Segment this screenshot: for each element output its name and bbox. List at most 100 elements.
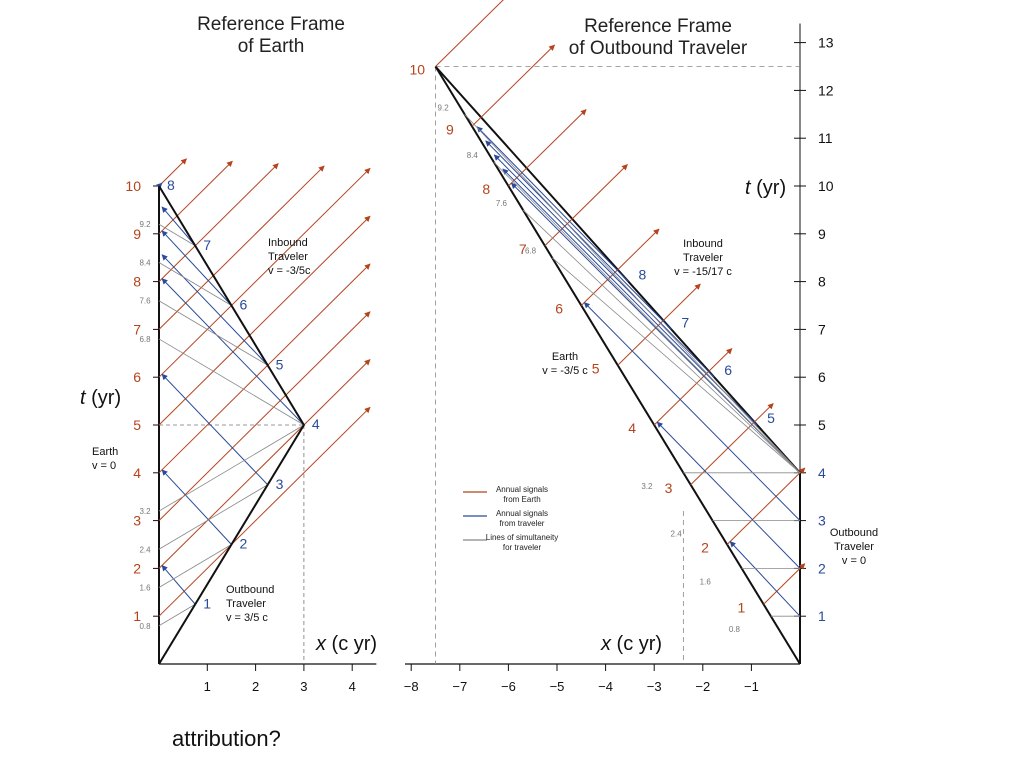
right-simultaneity-line: [551, 257, 801, 474]
left-traveler-year-label: 1: [203, 595, 211, 611]
right-earth-year-label: 4: [628, 420, 636, 436]
left-traveler-signal: [161, 373, 269, 486]
right-earth-signal: [690, 403, 774, 486]
right-legend-text: from traveler: [500, 519, 545, 528]
left-simultaneity-line: [158, 338, 305, 426]
right-simultaneity-label: 7.6: [496, 199, 508, 208]
left-traveler-signal: [161, 254, 269, 366]
right-t-tick-label: 7: [818, 321, 826, 337]
right-simultaneity-line: [522, 209, 801, 474]
right-title-line1: Reference Frame: [584, 16, 732, 37]
left-earth-signal: [158, 158, 187, 187]
right-earth-label: v = -3/5 c: [542, 365, 588, 377]
right-t-tick-label: 6: [818, 369, 826, 385]
right-simultaneity-label: 1.6: [700, 577, 712, 586]
left-traveler-signal: [161, 469, 232, 545]
right-x-tick-label: −6: [501, 679, 516, 694]
left-t-axis-italic: t: [80, 387, 87, 409]
right-simultaneity-label: 8.4: [467, 151, 479, 160]
right-traveler-signal: [583, 302, 801, 521]
left-earth-signal: [158, 215, 371, 426]
left-inbound-label: v = -3/5c: [268, 265, 311, 277]
right-traveler-year-label: 6: [724, 362, 732, 378]
right-simultaneity-label: 0.8: [729, 625, 741, 634]
right-outbound-label: Outbound: [830, 527, 878, 539]
left-earth-signal: [158, 165, 325, 330]
right-t-tick-label: 1: [818, 608, 826, 624]
right-earth-signal: [617, 283, 701, 366]
left-simultaneity-line: [158, 223, 196, 247]
left-earth-signal: [158, 167, 371, 378]
right-traveler-signal: [485, 140, 672, 330]
left-panel-title: Reference Frame of Earth: [176, 14, 366, 58]
right-simultaneity-label: 2.4: [671, 530, 683, 539]
attribution-text: attribution?: [172, 726, 281, 751]
right-earth-year-label: 2: [701, 540, 709, 556]
left-earth-signal: [158, 163, 279, 282]
left-earth-signal: [158, 160, 233, 235]
right-x-tick-label: −8: [404, 679, 419, 694]
left-title-line1: Reference Frame: [197, 14, 345, 35]
right-earth-year-label: 1: [738, 599, 746, 615]
left-title-line2: of Earth: [237, 36, 305, 57]
right-t-axis-label: t (yr): [745, 177, 786, 199]
right-t-tick-label: 9: [818, 226, 826, 242]
left-inbound-label: Inbound: [268, 237, 308, 249]
right-earth-year-label: 3: [665, 480, 673, 496]
right-earth-signal: [653, 348, 733, 426]
left-simultaneity-line: [158, 262, 232, 306]
left-simultaneity-line: [158, 603, 196, 627]
left-x-axis-unit: (c yr): [326, 633, 377, 655]
left-traveler-year-label: 7: [203, 237, 211, 253]
left-x-axis-italic: x: [315, 633, 327, 655]
right-x-axis-unit: (c yr): [611, 633, 662, 655]
left-earth-year-label: 2: [133, 560, 141, 576]
right-x-tick-label: −2: [695, 679, 710, 694]
right-x-tick-label: −5: [550, 679, 565, 694]
right-inbound-label: Inbound: [683, 238, 723, 250]
right-legend-text: from Earth: [503, 495, 540, 504]
right-t-tick-label: 11: [818, 130, 833, 146]
left-earth-year-label: 1: [133, 608, 141, 624]
right-inbound-label: v = -15/17 c: [674, 266, 732, 278]
right-t-tick-label: 2: [818, 560, 826, 576]
right-traveler-signal: [493, 154, 715, 378]
left-t-axis-unit: (yr): [86, 387, 122, 409]
left-simultaneity-label: 7.6: [139, 297, 151, 306]
left-inbound-label: Traveler: [268, 251, 308, 263]
right-earth-year-label: 5: [592, 360, 600, 376]
right-earth-label: Earth: [552, 351, 578, 363]
right-earth-year-label: 9: [446, 121, 454, 137]
right-x-tick-label: −1: [744, 679, 759, 694]
right-t-tick-label: 12: [818, 82, 834, 98]
left-earth-year-label: 4: [133, 465, 141, 481]
left-earth-year-label: 7: [133, 321, 141, 337]
left-earth-year-label: 6: [133, 369, 141, 385]
left-simultaneity-line: [158, 300, 268, 366]
right-t-tick-label: 4: [818, 465, 826, 481]
left-earth-year-label: 8: [133, 274, 141, 290]
right-x-tick-label: −4: [598, 679, 613, 694]
right-earth-signal: [763, 563, 806, 605]
right-earth-year-label: 7: [519, 241, 527, 257]
left-traveler-year-label: 5: [276, 356, 284, 372]
right-t-axis-unit: (yr): [751, 177, 787, 199]
left-earth-signal: [158, 311, 371, 521]
right-simultaneity-line: [493, 161, 801, 474]
left-simultaneity-label: 6.8: [139, 335, 151, 344]
right-earth-signal: [726, 467, 806, 545]
left-simultaneity-label: 2.4: [139, 545, 151, 554]
left-earth-year-label: 10: [125, 178, 141, 194]
right-x-axis-label: x (c yr): [600, 633, 662, 655]
left-simultaneity-label: 9.2: [139, 220, 151, 229]
right-simultaneity-label: 9.2: [438, 103, 450, 112]
left-simultaneity-label: 1.6: [139, 584, 151, 593]
right-traveler-signal: [476, 126, 629, 282]
left-x-tick-label: 1: [204, 679, 211, 694]
right-earth-signal: [435, 0, 504, 67]
right-traveler-year-label: 5: [767, 410, 775, 426]
left-traveler-year-label: 3: [276, 476, 284, 492]
